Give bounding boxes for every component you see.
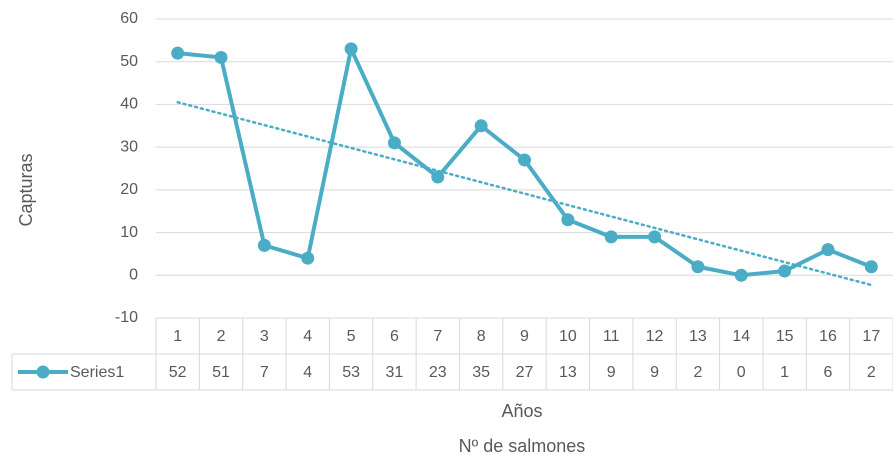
y-tick-label: 40: [120, 96, 138, 113]
table-value: 52: [169, 364, 187, 381]
y-tick-label: 20: [120, 181, 138, 198]
x-tick-label: 4: [303, 328, 312, 345]
data-point: [257, 238, 271, 252]
data-point: [734, 268, 748, 282]
x-axis-title: Años: [501, 401, 542, 421]
x-tick-label: 7: [433, 328, 442, 345]
data-point: [821, 243, 835, 257]
data-point: [474, 119, 488, 133]
table-value: 51: [212, 364, 230, 381]
x-tick-label: 1: [173, 328, 182, 345]
y-tick-label: 0: [129, 267, 138, 284]
x-axis-subtitle: Nº de salmones: [459, 436, 586, 456]
x-tick-label: 10: [559, 328, 577, 345]
table-value: 7: [260, 364, 269, 381]
x-tick-label: 17: [862, 328, 880, 345]
x-tick-label: 9: [520, 328, 529, 345]
x-tick-label: 6: [390, 328, 399, 345]
legend-marker: [36, 365, 50, 379]
data-point: [301, 251, 315, 265]
y-tick-label: 50: [120, 53, 138, 70]
trendline: [176, 101, 873, 287]
table-value: 6: [824, 364, 833, 381]
x-tick-label: 15: [776, 328, 794, 345]
data-point: [864, 260, 878, 274]
data-point: [518, 153, 531, 167]
table-value: 27: [516, 364, 534, 381]
table-value: 31: [386, 364, 404, 381]
data-point: [171, 46, 185, 60]
data-point: [561, 213, 575, 227]
table-value: 0: [737, 364, 746, 381]
legend-key: Series1: [18, 364, 124, 381]
x-tick-label: 16: [819, 328, 837, 345]
y-tick-label: -10: [115, 309, 138, 326]
table-value: 35: [472, 364, 490, 381]
trend-line: [176, 101, 873, 287]
x-tick-label: 3: [260, 328, 269, 345]
table-value: 9: [607, 364, 616, 381]
y-tick-labels: -10 0 10 20 30 40 50 60: [115, 10, 138, 326]
table-value: 13: [559, 364, 577, 381]
x-tick-label: 5: [347, 328, 356, 345]
data-point: [778, 264, 792, 278]
y-axis-title: Capturas: [16, 153, 36, 226]
data-point: [691, 260, 705, 274]
data-point: [604, 230, 618, 244]
x-tick-label: 12: [646, 328, 664, 345]
data-point: [648, 230, 662, 244]
gridlines: [156, 18, 893, 319]
y-tick-label: 30: [120, 138, 138, 155]
table-value: 2: [693, 364, 702, 381]
table-value: 2: [867, 364, 876, 381]
x-tick-label: 13: [689, 328, 707, 345]
data-point: [214, 50, 228, 64]
x-tick-label: 8: [477, 328, 486, 345]
legend-label: Series1: [70, 364, 124, 381]
series-line: [171, 42, 878, 282]
y-tick-label: 10: [120, 224, 138, 241]
table-value: 23: [429, 364, 447, 381]
data-point: [387, 136, 401, 150]
data-point: [431, 170, 445, 184]
data-point: [344, 42, 358, 56]
x-tick-label: 2: [217, 328, 226, 345]
table-value: 1: [780, 364, 789, 381]
x-tick-label: 14: [732, 328, 750, 345]
table-value: 53: [342, 364, 360, 381]
y-tick-label: 60: [120, 10, 138, 27]
x-tick-label: 11: [603, 328, 620, 345]
table-value: 4: [303, 364, 312, 381]
table-value: 9: [650, 364, 659, 381]
